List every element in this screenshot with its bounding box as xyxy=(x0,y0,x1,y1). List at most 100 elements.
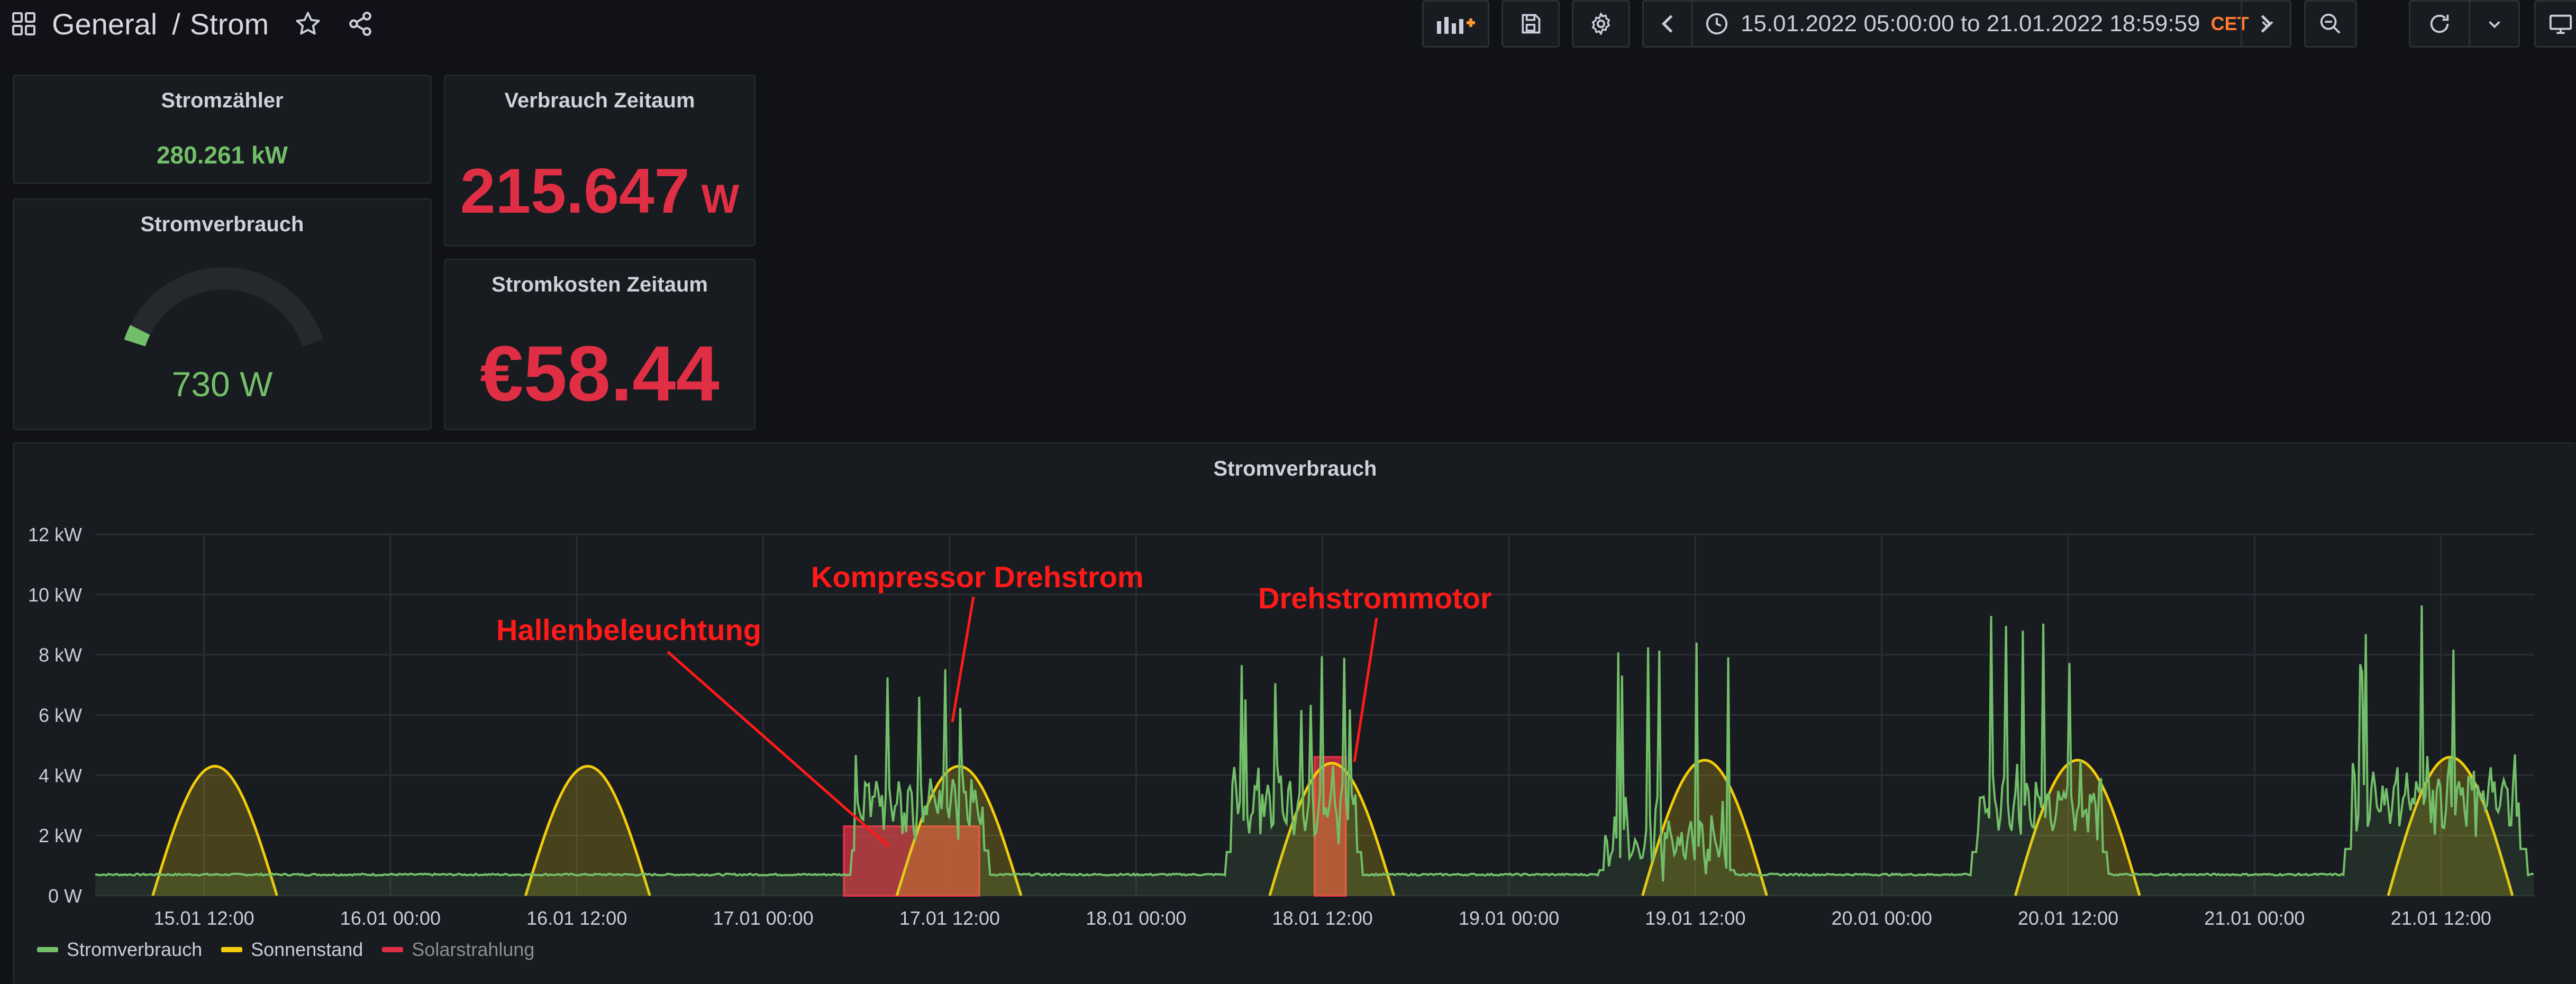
chevron-left-icon xyxy=(1661,15,1673,33)
gauge xyxy=(124,267,324,347)
panel-verbrauch-zeitraum[interactable]: Verbrauch Zeitaum 215.647 W xyxy=(444,75,755,247)
annotations: Kompressor Drehstrom Hallenbeleuchtung Dre… xyxy=(496,560,1492,848)
gauge-track xyxy=(124,267,324,347)
sonnenstand-fill xyxy=(1642,760,1767,896)
x-tick-label: 20.01 12:00 xyxy=(2018,907,2118,929)
annotation-arrow-hallen xyxy=(667,651,890,848)
legend-label: Sonnenstand xyxy=(251,939,363,960)
chart-legend: Stromverbrauch Sonnenstand Solarstrahlung xyxy=(37,936,553,963)
panel-stromkosten[interactable]: Stromkosten Zeitaum €58.44 xyxy=(444,259,755,430)
panel-stromzaehler[interactable]: Stromzähler 280.261 kW xyxy=(13,75,432,184)
series-stromverbrauch xyxy=(95,605,2534,896)
y-axis: 0 W 2 kW 4 kW 6 kW 8 kW 10 kW 12 kW xyxy=(28,524,82,907)
gauge-fill xyxy=(124,325,150,347)
legend-swatch xyxy=(382,947,404,952)
y-tick-label: 2 kW xyxy=(39,825,82,846)
panel-title: Stromkosten Zeitaum xyxy=(491,273,708,296)
annotation-hallen: Hallenbeleuchtung xyxy=(496,613,761,646)
stromverbrauch-line xyxy=(95,605,2534,882)
gauge-value: 730 W xyxy=(171,365,273,404)
sonnenstand-arc xyxy=(524,764,651,896)
panel-title: Stromverbrauch xyxy=(1213,457,1377,480)
add-panel-button[interactable] xyxy=(1422,0,1489,48)
stat-value: 215.647 W xyxy=(445,154,754,227)
x-tick-label: 19.01 12:00 xyxy=(1645,907,1745,929)
refresh-now-button[interactable] xyxy=(2410,2,2470,46)
stat-unit: W xyxy=(701,177,740,222)
sonnenstand-fill xyxy=(525,766,650,896)
legend-swatch xyxy=(221,947,243,952)
panel-title: Stromverbrauch xyxy=(140,213,304,236)
x-tick-label: 19.01 00:00 xyxy=(1459,907,1559,929)
sonnenstand-arc xyxy=(1268,762,1396,896)
solarstrahlung-block xyxy=(843,825,980,897)
x-tick-label: 17.01 00:00 xyxy=(713,907,814,929)
legend-item[interactable]: Solarstrahlung xyxy=(382,939,534,961)
stat-value: 280.261 kW xyxy=(156,141,288,169)
x-tick-label: 21.01 12:00 xyxy=(2391,907,2491,929)
annotation-arrow-drehstrommotor xyxy=(1353,617,1378,762)
top-bar: General / Strom xyxy=(0,0,2576,48)
annotation-kompressor: Kompressor Drehstrom xyxy=(811,560,1144,594)
sonnenstand-arc xyxy=(151,764,278,896)
stromverbrauch-fill xyxy=(95,605,2534,896)
legend-label: Solarstrahlung xyxy=(412,939,535,960)
stat-number: 215.647 xyxy=(460,156,690,226)
zoom-out-icon xyxy=(2320,13,2341,34)
sonnenstand-arc xyxy=(2387,755,2514,896)
gear-icon xyxy=(1591,13,1610,35)
panel-stromverbrauch-graph[interactable]: Stromverbrauch xyxy=(13,442,2576,984)
breadcrumb-folder[interactable]: General xyxy=(52,7,158,41)
timezone-badge: CET xyxy=(2210,13,2249,34)
sonnenstand-arc xyxy=(1641,759,1768,896)
refresh-interval-dropdown[interactable] xyxy=(2470,16,2518,32)
time-range-text: 15.01.2022 05:00:00 to 21.01.2022 18:59:… xyxy=(1741,11,2200,37)
x-tick-label: 20.01 00:00 xyxy=(1832,907,1932,929)
breadcrumb: General / Strom xyxy=(12,6,374,41)
legend-item[interactable]: Sonnenstand xyxy=(221,939,363,961)
chevron-right-icon xyxy=(2261,15,2272,33)
dashboard-title[interactable]: Strom xyxy=(189,7,269,41)
time-picker[interactable]: 15.01.2022 05:00:00 to 21.01.2022 18:59:… xyxy=(1642,0,2291,48)
star-icon[interactable] xyxy=(294,10,322,38)
share-icon[interactable] xyxy=(347,11,374,37)
panel-title: Stromzähler xyxy=(161,89,284,112)
x-tick-label: 16.01 12:00 xyxy=(526,907,627,929)
x-tick-label: 21.01 00:00 xyxy=(2204,907,2305,929)
x-tick-label: 18.01 12:00 xyxy=(1272,907,1373,929)
sonnenstand-fill xyxy=(2388,757,2513,896)
clock-icon xyxy=(1706,13,1728,35)
refresh-button[interactable] xyxy=(2409,0,2520,48)
y-tick-label: 12 kW xyxy=(28,524,82,545)
add-panel-icon xyxy=(1436,17,1475,34)
dashboard-settings-button[interactable] xyxy=(1572,0,1630,48)
y-tick-label: 8 kW xyxy=(39,644,82,666)
chevron-down-icon xyxy=(2488,21,2500,29)
monitor-icon xyxy=(2549,14,2572,34)
y-tick-label: 6 kW xyxy=(39,705,82,726)
dashboards-grid-icon[interactable] xyxy=(12,12,36,36)
y-tick-label: 10 kW xyxy=(28,584,82,606)
x-tick-label: 15.01 12:00 xyxy=(153,907,254,929)
zoom-out-button[interactable] xyxy=(2304,0,2357,48)
view-mode-button[interactable] xyxy=(2534,0,2576,48)
panel-stromverbrauch-gauge[interactable]: Stromverbrauch 730 W xyxy=(13,198,432,430)
breadcrumb-separator: / xyxy=(172,7,180,41)
x-axis: 15.01 12:00 16.01 00:00 16.01 12:00 17.01 0… xyxy=(153,907,2491,929)
annotation-drehstrommotor: Drehstrommotor xyxy=(1258,581,1492,615)
save-dashboard-button[interactable] xyxy=(1501,0,1560,48)
legend-label: Stromverbrauch xyxy=(67,939,203,960)
annotation-arrow-kompressor xyxy=(951,596,975,723)
x-tick-label: 18.01 00:00 xyxy=(1086,907,1186,929)
time-back-button[interactable] xyxy=(1644,2,1693,46)
legend-swatch xyxy=(37,947,58,952)
save-icon xyxy=(1522,14,1541,34)
legend-item[interactable]: Stromverbrauch xyxy=(37,939,202,961)
time-forward-button[interactable] xyxy=(2241,2,2290,46)
sonnenstand-fill xyxy=(152,766,277,896)
stat-value: €58.44 xyxy=(480,330,720,417)
panel-title: Verbrauch Zeitaum xyxy=(504,89,695,112)
refresh-icon xyxy=(2430,14,2449,33)
x-tick-label: 16.01 00:00 xyxy=(340,907,441,929)
